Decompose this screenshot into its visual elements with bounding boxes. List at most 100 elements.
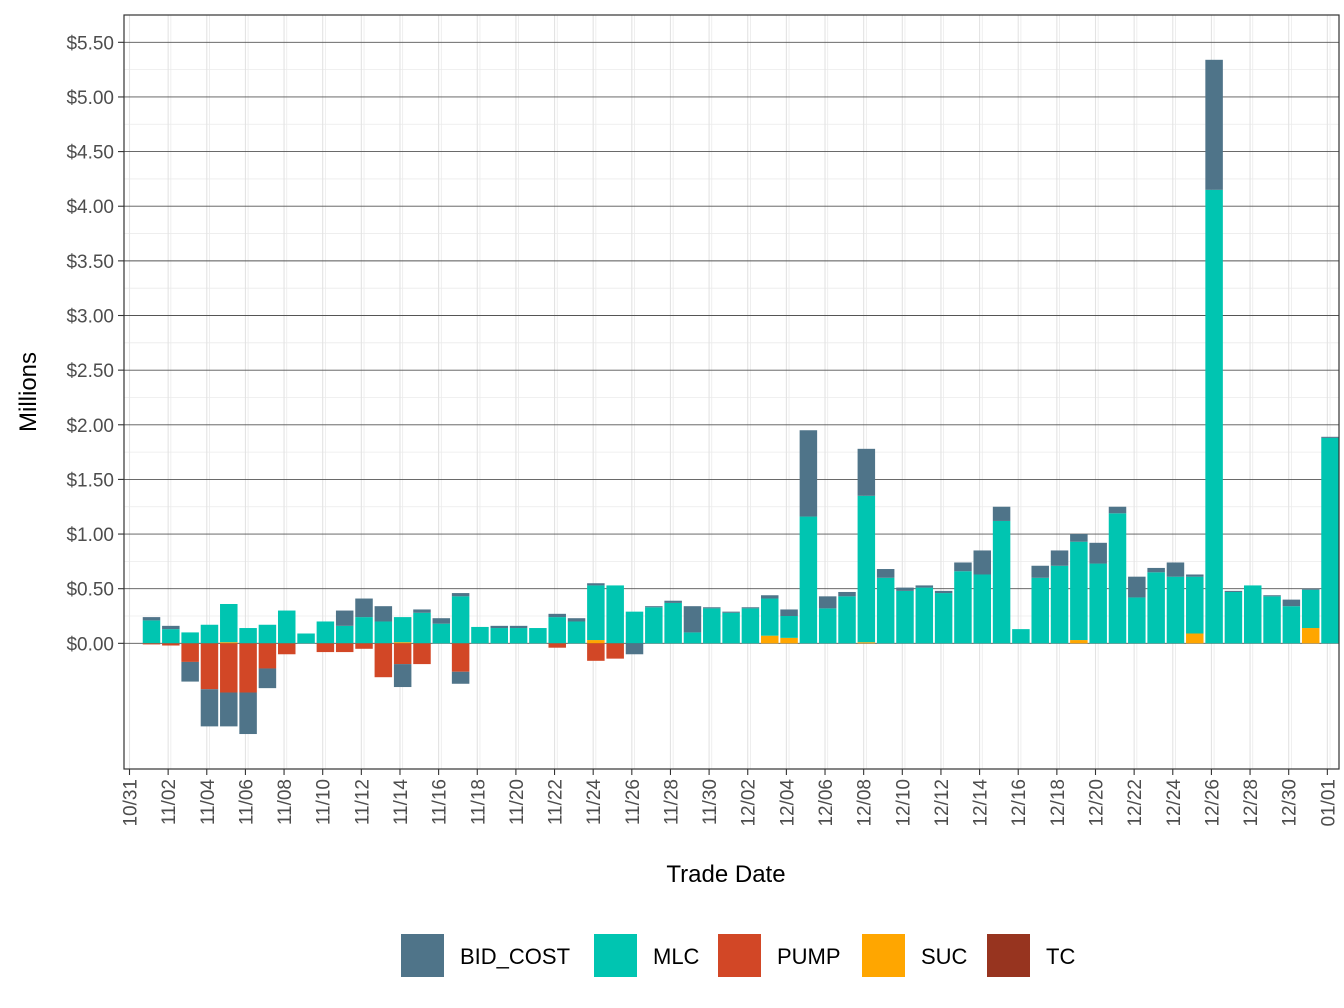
y-tick-label: $5.00 <box>66 88 114 109</box>
x-tick-label: 11/16 <box>430 779 451 825</box>
bar-bid-cost-12-07 <box>857 448 876 496</box>
bar-bid-cost-12-12 <box>954 562 972 572</box>
bar-bid-cost-11-15 <box>432 618 451 624</box>
y-tick-label: $2.00 <box>66 416 114 437</box>
bar-pump-neg-11-13 <box>393 643 412 665</box>
bar-bid-cost-11-12 <box>374 606 393 622</box>
bar-bid-cost-12-29 <box>1282 599 1301 607</box>
bar-bid-cost-11-16 <box>451 593 470 597</box>
bar-bid-cost-11-01 <box>162 625 180 630</box>
x-tick-label: 12/04 <box>777 779 798 827</box>
y-axis-ticks: $0.00 $0.50 $1.00 $1.50 $2.00 $2.50 $3.00 $3.50… <box>66 33 124 655</box>
bar-mlc-12-06 <box>838 596 856 644</box>
y-tick-label: $0.50 <box>66 580 114 601</box>
x-tick-label: 10/31 <box>121 779 142 827</box>
x-axis-title: Trade Date <box>666 861 785 888</box>
bar-bid-cost-12-13 <box>973 550 992 575</box>
bar-bid-cost-neg-11-06 <box>258 668 277 689</box>
bar-mlc-11-26 <box>645 607 663 644</box>
bar-bid-cost-12-31 <box>1321 436 1339 438</box>
bar-suc-12-24 <box>1186 633 1204 644</box>
bar-mlc-11-20 <box>529 628 547 644</box>
legend-label-suc: SUC <box>921 944 968 969</box>
x-tick-label: 12/30 <box>1280 779 1301 827</box>
bar-mlc-11-12 <box>374 621 393 644</box>
bar-mlc-12-28 <box>1263 596 1281 644</box>
bar-bid-cost-neg-11-16 <box>451 671 470 684</box>
bar-mlc-12-17 <box>1050 565 1069 644</box>
bar-bid-cost-12-26 <box>1224 590 1243 592</box>
bar-mlc-11-01 <box>162 629 180 644</box>
bar-mlc-11-05 <box>239 628 257 644</box>
bar-bid-cost-11-23 <box>587 583 605 586</box>
bar-bid-cost-11-22 <box>567 618 586 622</box>
bar-bid-cost-12-16 <box>1031 565 1049 578</box>
y-axis-title: Millions <box>15 352 42 432</box>
bar-mlc-11-16 <box>451 596 470 644</box>
x-tick-label: 11/26 <box>623 779 644 825</box>
bar-suc-11-04 <box>220 642 238 644</box>
bar-bid-cost-neg-11-02 <box>181 661 199 682</box>
bar-mlc-12-07 <box>857 495 876 643</box>
x-tick-label: 11/12 <box>352 779 373 825</box>
bar-bid-cost-12-22 <box>1147 567 1165 573</box>
bar-pump-neg-11-21 <box>548 643 566 648</box>
bar-mlc-11-23 <box>587 585 605 641</box>
legend-swatch-tc <box>987 934 1030 977</box>
x-tick-label: 12/08 <box>855 779 876 827</box>
x-tick-label: 12/16 <box>1009 779 1030 827</box>
x-tick-label: 12/22 <box>1125 779 1146 827</box>
bar-bid-cost-12-21 <box>1128 576 1146 598</box>
bar-bid-cost-11-19 <box>509 625 528 629</box>
grid-lines <box>124 15 1339 769</box>
bar-bid-cost-12-19 <box>1089 542 1107 564</box>
bar-mlc-11-28 <box>683 632 702 644</box>
bar-pump-neg-11-11 <box>355 643 373 649</box>
bars <box>142 59 1339 735</box>
legend-swatch-suc <box>862 934 905 977</box>
y-tick-label: $1.50 <box>66 470 114 491</box>
bar-bid-cost-12-02 <box>760 595 779 599</box>
x-tick-label: 12/20 <box>1087 779 1108 827</box>
bar-pump-neg-11-03 <box>200 643 219 690</box>
bar-pump-neg-11-04 <box>220 643 238 693</box>
legend: BID_COST MLC PUMP SUC TC <box>401 934 1075 977</box>
y-tick-label: $0.00 <box>66 634 114 655</box>
bar-bid-cost-12-24 <box>1186 574 1204 577</box>
bar-mlc-11-06 <box>258 624 277 644</box>
bar-mlc-11-19 <box>509 628 528 644</box>
x-tick-label: 12/28 <box>1241 779 1262 827</box>
bar-bid-cost-12-25 <box>1205 59 1223 190</box>
bar-mlc-12-20 <box>1108 513 1127 644</box>
x-tick-label: 12/12 <box>932 779 953 827</box>
bar-mlc-11-18 <box>490 628 509 644</box>
bar-mlc-11-14 <box>413 612 431 644</box>
x-tick-label: 12/14 <box>971 779 992 827</box>
x-tick-label: 11/22 <box>546 779 567 825</box>
bar-bid-cost-11-30 <box>722 611 740 613</box>
bar-mlc-12-24 <box>1186 576 1204 634</box>
bar-mlc-11-21 <box>548 617 566 644</box>
bar-suc-12-03 <box>780 637 798 644</box>
bar-pump-neg-11-09 <box>316 643 335 653</box>
bar-bid-cost-12-30 <box>1301 588 1320 590</box>
bar-bid-cost-12-18 <box>1070 534 1088 542</box>
bar-bid-cost-11-28 <box>683 606 702 633</box>
bar-mlc-12-11 <box>934 593 953 644</box>
bar-mlc-12-02 <box>760 598 779 636</box>
legend-swatch-mlc <box>594 934 637 977</box>
bar-bid-cost-12-14 <box>992 506 1011 521</box>
x-tick-label: 11/04 <box>198 779 219 826</box>
bar-mlc-12-05 <box>818 608 837 644</box>
bar-mlc-12-21 <box>1128 597 1146 644</box>
bar-mlc-12-15 <box>1012 629 1030 644</box>
bar-mlc-11-25 <box>625 611 644 644</box>
bar-bid-cost-11-21 <box>548 613 566 618</box>
bar-bid-cost-12-08 <box>876 569 895 578</box>
bar-bid-cost-11-18 <box>490 625 509 629</box>
legend-label-bid-cost: BID_COST <box>460 944 570 969</box>
bar-bid-cost-11-11 <box>355 598 373 618</box>
bar-pump-neg-11-16 <box>451 643 470 672</box>
bar-pump-neg-11-24 <box>606 643 624 659</box>
